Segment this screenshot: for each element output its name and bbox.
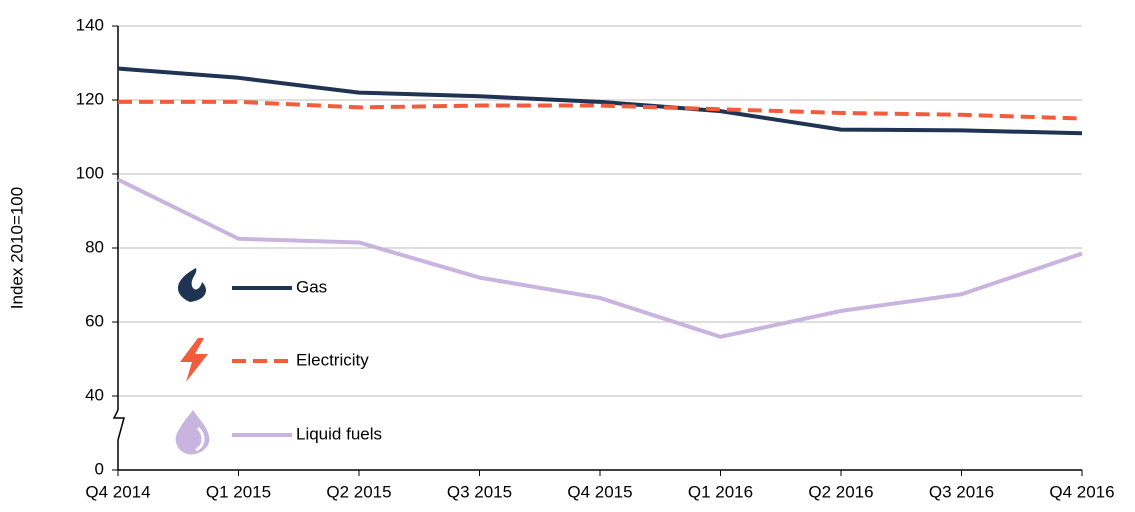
y-tick-label: 40 [85, 385, 104, 404]
y-tick-label: 80 [85, 237, 104, 256]
legend-label: Liquid fuels [296, 424, 382, 443]
electricity-icon [180, 338, 208, 382]
y-axis-label: Index 2010=100 [7, 187, 26, 309]
y-tick-label: 60 [85, 311, 104, 330]
x-tick-label: Q4 2016 [1049, 482, 1114, 501]
x-tick-label: Q1 2016 [688, 482, 753, 501]
x-tick-label: Q4 2014 [85, 482, 150, 501]
y-tick-label: 100 [76, 163, 104, 182]
series-line [118, 99, 1083, 121]
y-tick-label: 120 [76, 89, 104, 108]
x-tick-label: Q3 2015 [447, 482, 512, 501]
legend-label: Electricity [296, 350, 369, 369]
axis-break [112, 409, 125, 441]
liquid-icon [175, 410, 210, 455]
series-line [117, 177, 1083, 339]
y-tick-label: 0 [95, 459, 104, 478]
legend-label: Gas [296, 277, 327, 296]
gas-icon [178, 268, 206, 302]
series-line [117, 66, 1083, 136]
x-tick-label: Q4 2015 [567, 482, 632, 501]
x-tick-label: Q2 2016 [808, 482, 873, 501]
y-tick-label: 140 [76, 15, 104, 34]
x-tick-label: Q1 2015 [206, 482, 271, 501]
x-tick-label: Q3 2016 [929, 482, 994, 501]
x-tick-label: Q2 2015 [326, 482, 391, 501]
